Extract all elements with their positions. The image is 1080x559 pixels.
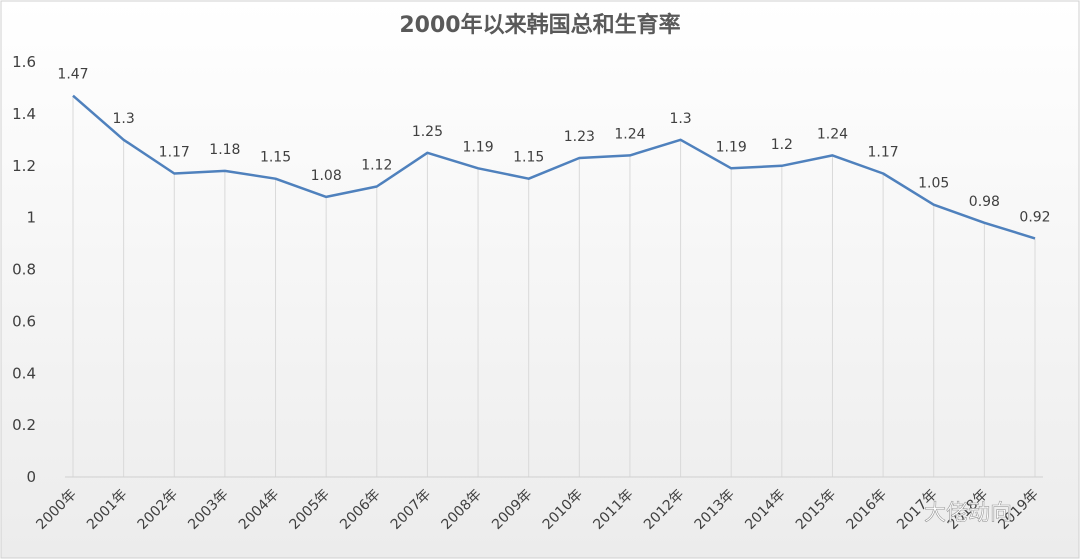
data-label: 1.05 — [918, 176, 949, 192]
data-label: 1.15 — [260, 150, 291, 166]
drop-lines — [72, 95, 1036, 477]
series-line — [72, 94, 1036, 240]
data-label: 1.23 — [564, 129, 595, 145]
watermark: 大佬动向 — [924, 501, 1013, 527]
data-label: 1.08 — [311, 168, 342, 184]
data-label: 1.17 — [159, 145, 190, 161]
data-label: 1.2 — [771, 137, 793, 153]
watermark-text: 大佬动向 — [924, 501, 1012, 526]
data-label: 0.92 — [1019, 209, 1050, 225]
y-tick-label: 0.6 — [12, 312, 36, 330]
y-tick-label: 1.2 — [12, 157, 36, 175]
data-label: 1.24 — [817, 126, 848, 142]
y-axis-ticks: 0 0.2 0.4 0.6 0.8 1 1.2 1.4 1.6 — [12, 53, 36, 486]
y-tick-label: 0.8 — [12, 261, 36, 279]
data-label: 1.15 — [513, 150, 544, 166]
data-label: 1.25 — [412, 124, 443, 140]
data-label: 0.98 — [969, 194, 1000, 210]
data-label: 1.3 — [669, 111, 691, 127]
y-tick-label: 1 — [26, 209, 36, 227]
data-label: 1.18 — [209, 142, 240, 158]
data-label: 1.19 — [716, 139, 747, 155]
data-label: 1.3 — [112, 111, 134, 127]
data-label: 1.47 — [57, 67, 88, 83]
chart-title: 2000年以来韩国总和生育率 — [399, 12, 680, 38]
data-label: 1.19 — [462, 139, 493, 155]
y-tick-label: 0 — [26, 468, 36, 486]
y-tick-label: 0.2 — [12, 416, 36, 434]
y-tick-label: 1.6 — [12, 53, 36, 71]
data-label: 1.17 — [868, 145, 899, 161]
data-label: 1.24 — [614, 126, 645, 142]
data-label: 1.12 — [361, 158, 392, 174]
y-tick-label: 0.4 — [12, 364, 36, 382]
data-labels: 1.47 1.3 1.17 1.18 1.15 1.08 1.12 1.25 1.19 1.15 1… — [57, 67, 1050, 226]
y-tick-label: 1.4 — [12, 105, 36, 123]
